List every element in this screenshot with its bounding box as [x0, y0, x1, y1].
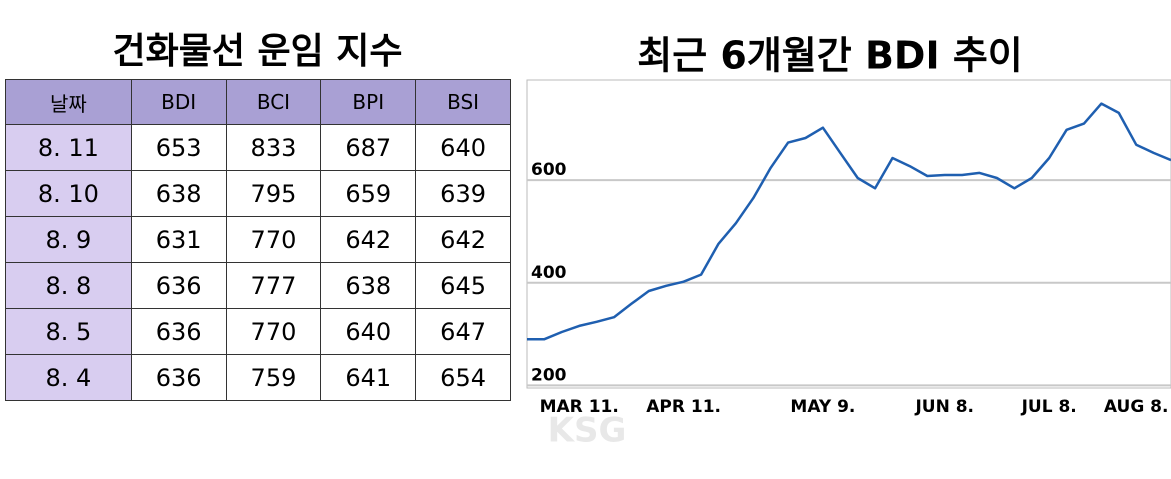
table-row: 8. 4 636 759 641 654	[5, 354, 511, 401]
table-cell: 653	[130, 124, 227, 171]
x-tick-label: APR 11.	[646, 397, 721, 417]
table-cell: 777	[225, 262, 322, 309]
data-line	[527, 102, 1171, 341]
watermark: KSG	[548, 411, 627, 451]
table-cell: 636	[130, 262, 227, 309]
table-cell: 640	[415, 124, 511, 171]
table-cell: 642	[415, 216, 511, 263]
x-tick-label: AUG 8.	[1104, 397, 1169, 417]
table-cell: 795	[225, 170, 322, 217]
table-cell: 641	[320, 354, 417, 401]
table-cell: 687	[320, 124, 417, 171]
table-cell: 8. 10	[5, 170, 132, 217]
table-cell: 639	[415, 170, 511, 217]
x-tick-label: JUN 8.	[914, 397, 974, 417]
y-tick-label: 400	[531, 263, 567, 283]
x-tick-label: MAY 9.	[790, 397, 855, 417]
table-cell: 833	[225, 124, 322, 171]
table-row: 8. 10 638 795 659 639	[5, 170, 511, 217]
table-title: 건화물선 운임 지수	[112, 31, 403, 72]
header-cell: BSI	[415, 79, 511, 125]
y-tick-label: 200	[531, 365, 567, 385]
table-cell: 636	[130, 354, 227, 401]
header-cell: 날짜	[5, 79, 132, 125]
header-cell: BDI	[130, 79, 227, 125]
y-tick-label: 600	[531, 160, 567, 180]
table-row: 8. 11 653 833 687 640	[5, 124, 511, 171]
table-cell: 8. 4	[5, 354, 132, 401]
table-cell: 631	[130, 216, 227, 263]
table-cell: 645	[415, 262, 511, 309]
freight-table: 날짜 BDI BCI BPI BSI 8. 11 653 833 687 640 8. 10 638 7…	[5, 79, 511, 401]
table-cell: 647	[415, 308, 511, 355]
table-cell: 8. 5	[5, 308, 132, 355]
plot-area	[526, 79, 1171, 389]
table-cell: 642	[320, 216, 417, 263]
table-cell: 759	[225, 354, 322, 401]
table-row: 날짜 BDI BCI BPI BSI	[5, 79, 511, 125]
x-tick-label: JUL 8.	[1021, 397, 1077, 417]
table-cell: 654	[415, 354, 511, 401]
table-cell: 638	[130, 170, 227, 217]
table-cell: 659	[320, 170, 417, 217]
table-cell: 8. 11	[5, 124, 132, 171]
x-tick-label: MAR 11.	[540, 397, 619, 417]
table-cell: 640	[320, 308, 417, 355]
chart-title: 최근 6개월간 BDI 추이	[637, 34, 1023, 78]
table-cell: 770	[225, 308, 322, 355]
header-cell: BCI	[225, 79, 322, 125]
